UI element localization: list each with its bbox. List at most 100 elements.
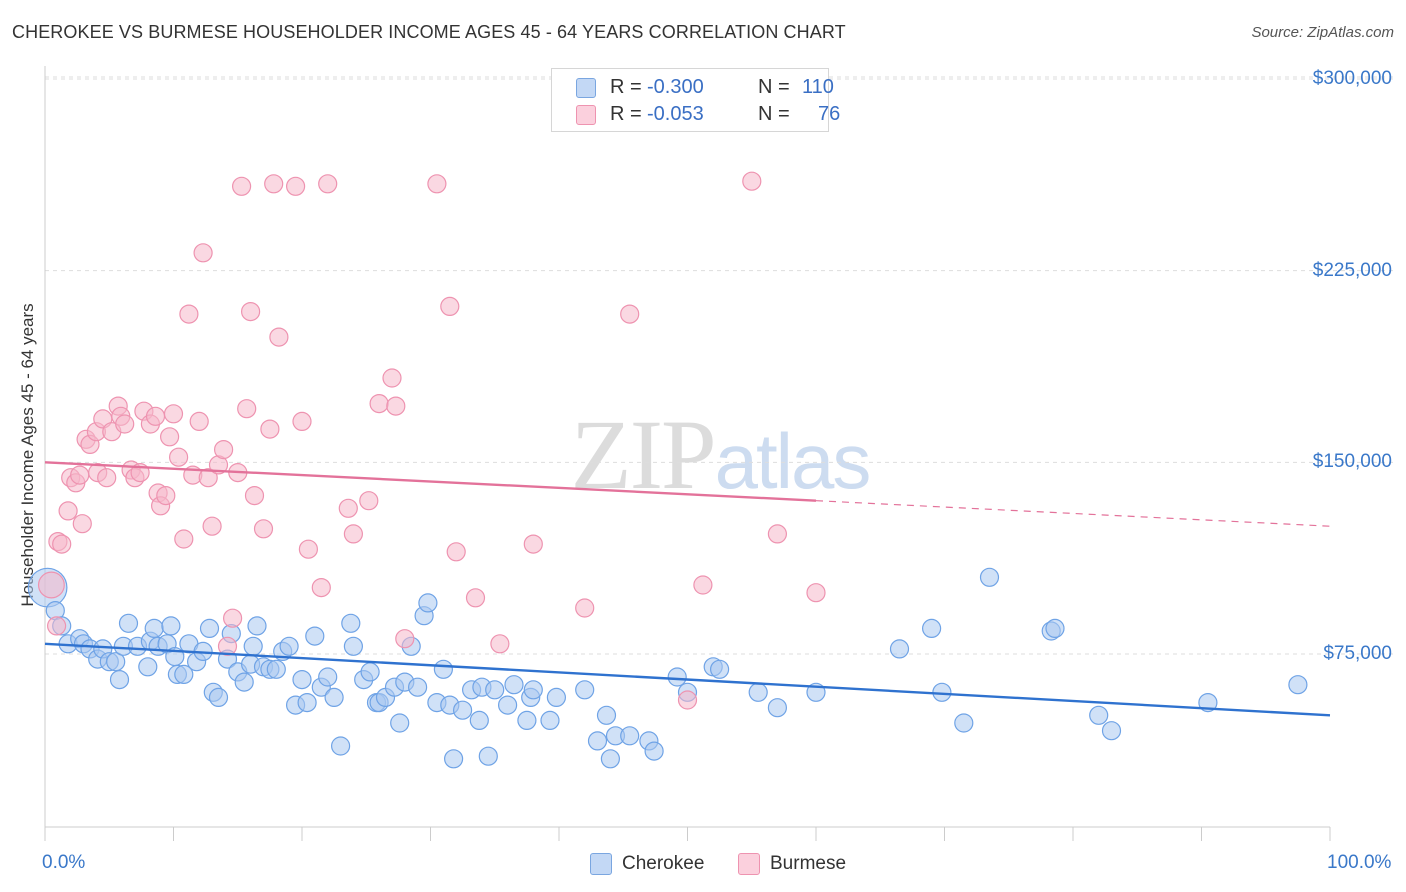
data-point-cherokee — [767, 698, 788, 718]
data-point-cherokee — [138, 657, 158, 677]
axes — [44, 66, 1331, 841]
data-point-cherokee — [292, 669, 312, 690]
legend-n-label: N = — [758, 103, 790, 125]
data-point-cherokee — [279, 636, 299, 656]
data-point-cherokee — [587, 731, 608, 751]
data-point-cherokee — [979, 567, 1000, 587]
data-point-burmese — [269, 327, 289, 347]
data-point-burmese — [575, 598, 595, 618]
data-point-cherokee — [1089, 705, 1109, 725]
y-tick-label: $300,000 — [1312, 68, 1392, 89]
data-point-cherokee — [318, 667, 338, 687]
data-point-burmese — [440, 296, 460, 316]
data-point-cherokee — [331, 736, 351, 756]
data-point-burmese — [115, 414, 135, 434]
legend-n-label: N = — [758, 76, 790, 98]
data-point-cherokee — [620, 726, 640, 746]
trend-line-cherokee — [44, 642, 1331, 717]
data-point-burmese — [46, 616, 67, 636]
data-point-cherokee — [174, 664, 194, 685]
data-point-cherokee — [199, 618, 220, 639]
x-tick-min: 0.0% — [42, 852, 86, 873]
data-point-burmese — [97, 468, 117, 488]
data-point-cherokee — [109, 669, 130, 690]
data-point-burmese — [742, 171, 762, 191]
data-point-burmese — [253, 519, 274, 539]
data-point-cherokee — [596, 705, 617, 725]
data-point-burmese — [382, 368, 402, 388]
trend-lines — [44, 461, 1331, 717]
bottom-legend-label-cherokee: Cherokee — [622, 853, 705, 874]
data-point-burmese — [174, 529, 194, 549]
data-point-burmese — [70, 465, 90, 485]
data-point-burmese — [298, 539, 318, 559]
y-tick-label: $225,000 — [1312, 259, 1392, 281]
data-point-cherokee — [106, 652, 126, 672]
data-point-burmese — [37, 571, 65, 599]
data-point-burmese — [620, 304, 640, 324]
source-label: Source: ZipAtlas.com — [1251, 24, 1394, 41]
data-point-cherokee — [360, 662, 380, 682]
watermark-atlas: atlas — [715, 417, 870, 505]
data-point-burmese — [217, 636, 238, 656]
data-point-burmese — [193, 243, 213, 263]
data-point-burmese — [395, 629, 415, 649]
data-point-burmese — [156, 486, 176, 506]
data-point-burmese — [58, 501, 78, 521]
data-point-cherokee — [889, 639, 910, 659]
data-point-cherokee — [1045, 618, 1065, 639]
data-point-burmese — [241, 302, 261, 322]
data-point-burmese — [386, 396, 406, 416]
data-point-burmese — [223, 608, 243, 628]
data-point-cherokee — [234, 672, 254, 692]
data-points — [27, 171, 1308, 769]
data-point-cherokee — [208, 687, 229, 708]
data-point-burmese — [767, 524, 788, 544]
data-point-burmese — [189, 411, 209, 431]
data-point-cherokee — [540, 710, 560, 731]
bottom-legend-swatch-cherokee — [590, 853, 612, 875]
legend-r-value: -0.053 — [647, 103, 704, 125]
data-point-burmese — [693, 575, 713, 595]
data-point-cherokee — [266, 659, 286, 679]
data-point-cherokee — [324, 687, 344, 708]
data-point-burmese — [179, 304, 199, 324]
legend-r-value: -0.300 — [647, 76, 704, 98]
data-point-burmese — [677, 690, 698, 710]
legend-r-label: R = — [610, 76, 642, 98]
data-point-burmese — [427, 174, 447, 194]
data-point-cherokee — [667, 667, 687, 687]
data-point-cherokee — [523, 680, 543, 700]
y-tick-label: $75,000 — [1323, 643, 1392, 664]
y-tick-label: $150,000 — [1312, 451, 1392, 473]
data-point-burmese — [169, 447, 189, 467]
data-point-cherokee — [408, 677, 428, 697]
data-point-cherokee — [469, 710, 489, 731]
data-point-burmese — [260, 419, 280, 439]
data-point-cherokee — [478, 746, 498, 766]
data-point-burmese — [806, 583, 826, 603]
data-point-cherokee — [390, 713, 410, 733]
data-point-cherokee — [485, 680, 505, 700]
data-point-burmese — [160, 427, 180, 447]
data-point-cherokee — [444, 749, 464, 769]
watermark: ZIPatlas — [571, 399, 870, 510]
data-point-burmese — [446, 542, 466, 562]
data-point-burmese — [145, 406, 166, 426]
data-point-cherokee — [517, 710, 537, 731]
data-point-cherokee — [644, 741, 664, 761]
data-point-cherokee — [341, 613, 361, 633]
legend-swatch-cherokee — [576, 78, 596, 98]
data-point-cherokee — [1101, 721, 1122, 741]
data-point-cherokee — [118, 613, 139, 633]
data-point-cherokee — [921, 618, 942, 639]
trend-line-extension-burmese — [815, 500, 1331, 527]
data-point-burmese — [244, 486, 265, 506]
data-point-burmese — [264, 174, 284, 194]
data-point-burmese — [311, 577, 331, 598]
data-point-cherokee — [418, 593, 438, 613]
data-point-cherokee — [243, 636, 263, 656]
data-point-cherokee — [498, 695, 518, 715]
data-point-cherokee — [247, 616, 267, 636]
